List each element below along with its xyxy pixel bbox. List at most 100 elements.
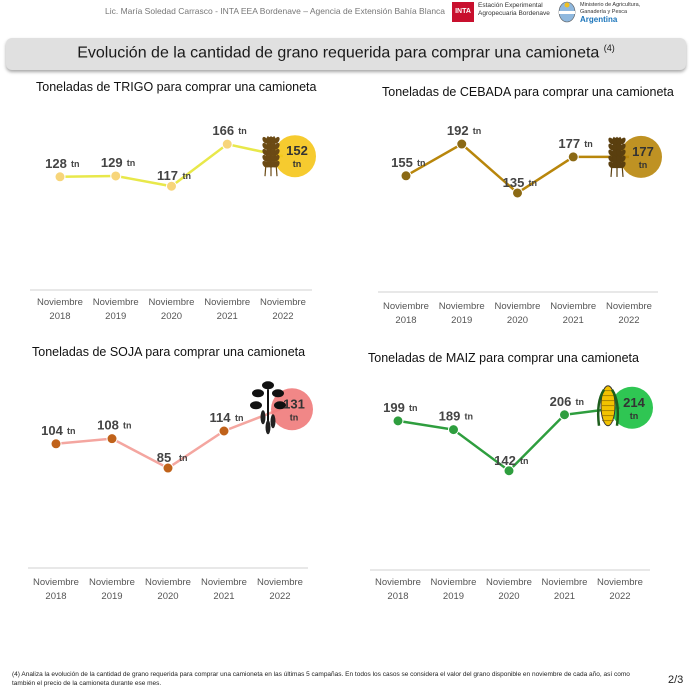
data-label-highlight: 131	[283, 396, 305, 411]
chart-title-maiz: Toneladas de MAIZ para comprar una camio…	[368, 351, 639, 365]
x-tick-year: 2018	[45, 591, 66, 602]
data-label-highlight: 177	[632, 144, 654, 159]
author-credit: Lic. María Soledad Carrasco - INTA EEA B…	[105, 6, 446, 16]
icon-grain	[266, 148, 272, 156]
icon-leaf	[262, 381, 274, 390]
data-label: 128	[45, 156, 67, 171]
icon-grain	[620, 155, 626, 163]
data-unit: tn	[183, 171, 192, 181]
x-tick-year: 2018	[49, 311, 70, 322]
data-point	[110, 170, 122, 182]
data-point	[166, 180, 177, 192]
x-tick-label: Noviembre	[606, 301, 652, 312]
data-point	[54, 171, 66, 183]
data-unit: tn	[576, 397, 585, 407]
icon-grain	[608, 143, 614, 151]
x-tick-year: 2020	[161, 311, 182, 322]
ministry-line-1: Ministerio de Agricultura,	[580, 2, 641, 8]
icon-grain	[608, 161, 614, 169]
inta-logo: INTA	[452, 2, 474, 22]
x-tick-label: Noviembre	[431, 577, 477, 588]
page-title: Evolución de la cantidad de grano requer…	[6, 43, 686, 62]
x-tick-year: 2022	[618, 315, 639, 326]
data-unit: tn	[520, 456, 529, 466]
ministry-seal-icon	[558, 1, 576, 23]
icon-husk	[596, 389, 606, 426]
data-label: 177	[558, 136, 580, 151]
x-tick-label: Noviembre	[201, 577, 247, 588]
data-unit: tn	[71, 159, 80, 169]
icon-grain	[608, 149, 614, 157]
data-unit: tn	[67, 426, 76, 436]
icon-grain	[616, 143, 622, 151]
data-unit: tn	[409, 403, 418, 413]
inta-station-name: Estación Experimental Agropecuaria Borde…	[478, 2, 550, 18]
icon-grain	[274, 154, 280, 162]
icon-grain	[270, 148, 276, 156]
data-point	[162, 462, 174, 474]
data-label: 142	[494, 453, 516, 468]
x-tick-label: Noviembre	[257, 577, 303, 588]
x-tick-label: Noviembre	[260, 297, 306, 308]
x-tick-year: 2022	[269, 591, 290, 602]
icon-grain	[266, 136, 272, 144]
icon-pod	[260, 410, 266, 425]
data-label: 155	[391, 155, 413, 170]
icon-grain	[608, 155, 614, 163]
chart-title-trigo: Toneladas de TRIGO para comprar una cami…	[36, 80, 317, 94]
x-tick-year: 2020	[507, 315, 528, 326]
ministry-name: Ministerio de Agricultura, Ganadería y P…	[580, 2, 640, 24]
icon-grain	[612, 161, 618, 169]
x-tick-year: 2018	[387, 591, 408, 602]
x-tick-year: 2022	[272, 311, 293, 322]
x-tick-year: 2019	[101, 591, 122, 602]
icon-grain	[274, 136, 280, 144]
icon-leaf	[272, 389, 284, 398]
data-label: 166	[212, 123, 234, 138]
icon-grain	[620, 143, 626, 151]
chart-title-soja: Toneladas de SOJA para comprar una camio…	[32, 345, 306, 359]
x-tick-year: 2020	[498, 591, 519, 602]
page-number: 2/3	[668, 674, 684, 686]
data-unit: tn	[473, 126, 482, 136]
icon-grain	[612, 149, 618, 157]
x-tick-year: 2019	[105, 311, 126, 322]
data-label: 135	[503, 175, 525, 190]
icon-grain	[262, 136, 268, 144]
data-label: 199	[383, 400, 405, 415]
x-tick-year: 2020	[157, 591, 178, 602]
icon-grain	[620, 137, 626, 145]
data-label-highlight: 152	[286, 143, 308, 158]
data-point	[456, 138, 468, 150]
data-point	[218, 425, 230, 437]
data-unit-highlight: tn	[290, 412, 299, 422]
x-tick-label: Noviembre	[149, 297, 195, 308]
icon-grain	[262, 154, 268, 162]
icon-grain	[262, 148, 268, 156]
data-point	[512, 187, 523, 199]
icon-grain	[612, 137, 618, 145]
icon-pod	[270, 414, 276, 429]
data-label: 108	[97, 418, 119, 433]
data-unit-highlight: tn	[639, 160, 648, 170]
data-unit: tn	[123, 421, 132, 431]
data-label: 114	[210, 410, 232, 425]
icon-grain	[266, 142, 272, 150]
data-label: 192	[447, 123, 469, 138]
icon-leaf	[252, 389, 264, 398]
x-tick-year: 2022	[609, 591, 630, 602]
data-unit: tn	[584, 139, 593, 149]
x-tick-year: 2018	[395, 315, 416, 326]
icon-grain	[270, 160, 276, 168]
page-header: Lic. María Soledad Carrasco - INTA EEA B…	[0, 0, 700, 34]
inta-line-2: Agropecuaria Bordenave	[478, 10, 550, 17]
data-unit: tn	[529, 178, 538, 188]
data-point	[400, 170, 412, 182]
data-point	[50, 438, 62, 450]
icon-leaf	[274, 401, 286, 410]
data-unit-highlight: tn	[293, 159, 302, 169]
data-unit: tn	[238, 126, 247, 136]
icon-grain	[270, 154, 276, 162]
highlight-circle	[611, 386, 653, 429]
x-tick-year: 2021	[554, 591, 575, 602]
